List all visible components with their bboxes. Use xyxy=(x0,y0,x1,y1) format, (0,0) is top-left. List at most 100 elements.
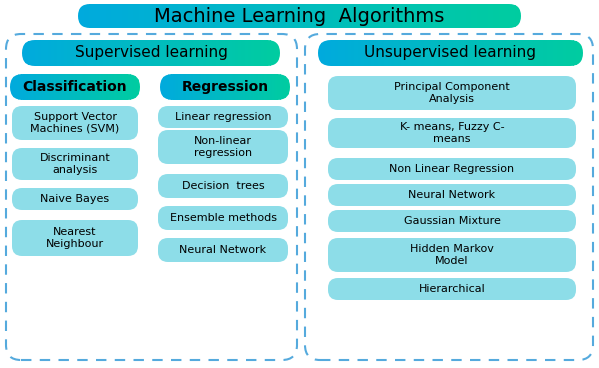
Bar xyxy=(193,40,196,66)
Bar xyxy=(437,40,441,66)
Bar xyxy=(134,74,135,100)
Bar xyxy=(527,40,531,66)
Bar xyxy=(331,40,335,66)
Bar xyxy=(54,74,56,100)
Bar xyxy=(261,4,267,28)
Bar xyxy=(233,74,235,100)
Bar xyxy=(198,74,199,100)
Bar xyxy=(454,40,458,66)
Bar xyxy=(83,4,90,28)
FancyBboxPatch shape xyxy=(12,148,138,180)
Bar xyxy=(282,74,284,100)
Bar xyxy=(20,74,22,100)
Bar xyxy=(540,40,544,66)
Bar xyxy=(410,4,416,28)
Text: Supervised learning: Supervised learning xyxy=(74,46,228,60)
Bar xyxy=(192,74,195,100)
Bar xyxy=(86,40,90,66)
Bar xyxy=(276,74,277,100)
Bar xyxy=(464,40,468,66)
Bar xyxy=(570,40,574,66)
Bar xyxy=(33,74,35,100)
Bar xyxy=(214,74,216,100)
Bar xyxy=(216,40,219,66)
Bar xyxy=(64,40,68,66)
Bar xyxy=(207,74,209,100)
Bar xyxy=(41,40,45,66)
Bar xyxy=(250,4,256,28)
Bar xyxy=(267,74,270,100)
Bar xyxy=(196,40,200,66)
Bar xyxy=(186,40,190,66)
Bar xyxy=(211,4,217,28)
Bar xyxy=(398,40,401,66)
Bar xyxy=(122,4,128,28)
Bar xyxy=(251,40,255,66)
Bar xyxy=(26,74,28,100)
Bar xyxy=(174,40,177,66)
Bar xyxy=(22,40,26,66)
Bar xyxy=(277,74,279,100)
Bar xyxy=(328,40,332,66)
Bar xyxy=(52,74,55,100)
Bar xyxy=(67,40,71,66)
Bar xyxy=(470,40,474,66)
Bar xyxy=(111,74,113,100)
Bar xyxy=(499,4,505,28)
Bar xyxy=(25,40,29,66)
Bar xyxy=(404,40,408,66)
Bar xyxy=(38,40,42,66)
Bar xyxy=(38,74,40,100)
Bar xyxy=(497,40,501,66)
Bar xyxy=(533,40,537,66)
Bar xyxy=(338,4,344,28)
Bar xyxy=(244,74,247,100)
Bar xyxy=(388,4,394,28)
Bar xyxy=(254,40,258,66)
Bar xyxy=(212,74,214,100)
Bar xyxy=(477,4,483,28)
Text: Hierarchical: Hierarchical xyxy=(419,284,485,294)
Bar xyxy=(238,74,240,100)
Bar xyxy=(10,74,12,100)
Bar xyxy=(487,40,491,66)
Bar xyxy=(265,74,268,100)
Bar xyxy=(137,74,139,100)
Bar xyxy=(68,74,71,100)
Bar xyxy=(240,74,242,100)
Bar xyxy=(424,40,428,66)
Bar xyxy=(105,4,112,28)
Bar xyxy=(86,74,89,100)
Bar xyxy=(477,40,481,66)
Bar xyxy=(109,40,113,66)
Bar xyxy=(28,40,32,66)
Bar xyxy=(93,74,95,100)
Bar xyxy=(235,74,237,100)
Bar xyxy=(438,4,444,28)
Bar xyxy=(277,40,280,66)
Bar xyxy=(40,74,41,100)
Bar xyxy=(205,4,211,28)
Bar xyxy=(416,4,422,28)
Bar xyxy=(243,74,245,100)
Bar xyxy=(122,74,124,100)
Bar xyxy=(480,40,484,66)
Bar xyxy=(150,4,156,28)
Bar xyxy=(258,40,261,66)
Bar xyxy=(233,4,239,28)
Bar xyxy=(183,4,189,28)
Bar xyxy=(210,74,213,100)
Bar xyxy=(449,4,455,28)
Bar xyxy=(467,40,471,66)
Bar xyxy=(258,74,259,100)
Bar xyxy=(483,40,488,66)
Bar xyxy=(187,74,190,100)
Text: Ensemble methods: Ensemble methods xyxy=(170,213,277,223)
Bar xyxy=(154,40,158,66)
Bar xyxy=(216,4,222,28)
Bar xyxy=(310,4,317,28)
Bar xyxy=(431,40,434,66)
Bar xyxy=(550,40,553,66)
Bar xyxy=(25,74,27,100)
Bar xyxy=(201,74,202,100)
